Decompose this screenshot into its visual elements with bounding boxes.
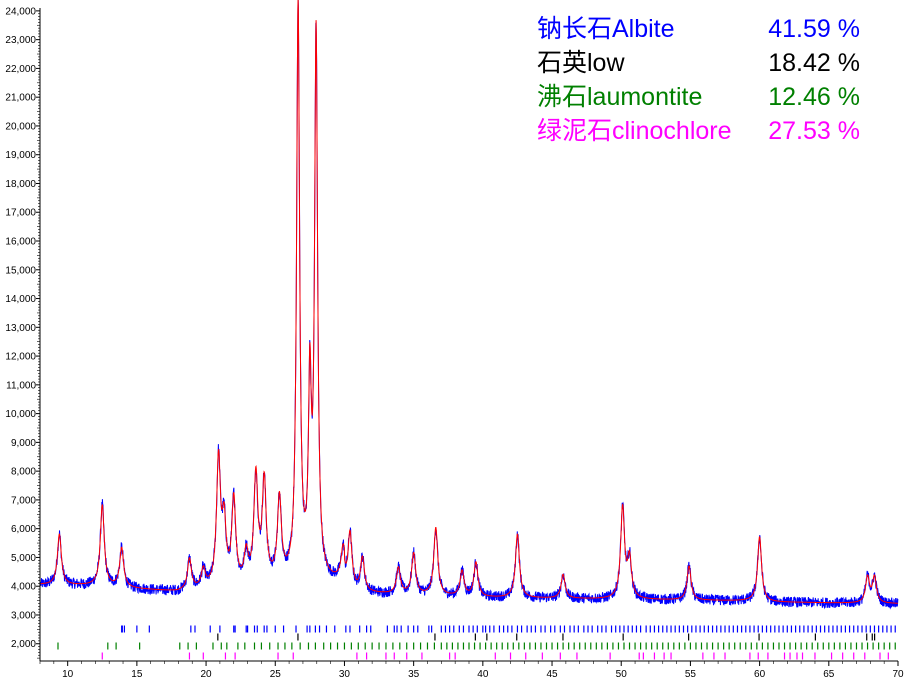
x-tick-label: 50 — [616, 669, 628, 680]
x-tick-label: 15 — [131, 669, 143, 680]
legend-phase-name: 石英low — [537, 49, 625, 77]
y-tick-label: 2,000 — [11, 639, 36, 650]
y-tick-label: 3,000 — [11, 610, 36, 621]
legend-phase-name: 钠长石Albite — [537, 15, 675, 43]
markers-quartz-low — [217, 633, 876, 641]
legend-phase-name: 绿泥石clinochlore — [537, 117, 732, 145]
legend: 钠长石Albite 41.59 % 石英low 18.42 % 沸石laumontite… — [537, 15, 860, 145]
y-tick-label: 24,000 — [5, 6, 36, 17]
y-tick-label: 20,000 — [5, 121, 36, 132]
y-tick-label: 14,000 — [5, 294, 36, 305]
y-tick-label: 18,000 — [5, 179, 36, 190]
y-tick-label: 6,000 — [11, 524, 36, 535]
calculated-pattern-line — [40, 0, 898, 604]
legend-phase-name: 沸石laumontite — [537, 83, 702, 111]
legend-phase-percent: 41.59 % — [768, 15, 860, 43]
observed-pattern-line — [40, 0, 899, 610]
y-tick-label: 19,000 — [5, 150, 36, 161]
x-tick-label: 45 — [546, 669, 558, 680]
y-tick-label: 16,000 — [5, 237, 36, 248]
y-tick-label: 7,000 — [11, 495, 36, 506]
markers-clinochlore — [101, 652, 889, 660]
y-tick-label: 17,000 — [5, 208, 36, 219]
x-tick-label: 10 — [62, 669, 74, 680]
y-tick-label: 22,000 — [5, 64, 36, 75]
x-tick-label: 60 — [754, 669, 766, 680]
y-tick-label: 13,000 — [5, 323, 36, 334]
y-tick-label: 21,000 — [5, 93, 36, 104]
markers-albite — [121, 625, 896, 633]
x-tick-label: 40 — [477, 669, 489, 680]
x-tick-label: 20 — [201, 669, 213, 680]
series-group — [40, 0, 899, 610]
markers-laumontite — [57, 642, 896, 650]
legend-phase-percent: 27.53 % — [768, 117, 860, 145]
reflection-markers — [57, 625, 896, 660]
y-tick-label: 11,000 — [6, 380, 36, 391]
y-tick-label: 10,000 — [5, 409, 36, 420]
x-tick-label: 70 — [892, 669, 904, 680]
x-tick-label: 35 — [408, 669, 420, 680]
y-tick-label: 8,000 — [11, 467, 36, 478]
y-tick-label: 23,000 — [5, 35, 36, 46]
legend-phase-percent: 18.42 % — [768, 49, 860, 77]
y-tick-label: 4,000 — [11, 582, 36, 593]
x-tick-label: 30 — [339, 669, 351, 680]
x-tick-label: 25 — [270, 669, 282, 680]
y-tick-label: 5,000 — [11, 553, 36, 564]
y-tick-label: 15,000 — [5, 265, 36, 276]
legend-phase-percent: 12.46 % — [768, 83, 860, 111]
x-tick-label: 55 — [685, 669, 697, 680]
axes: 2,000 3,000 4,000 5,000 6,000 7,000 8,000 9,000… — [5, 6, 904, 680]
x-tick-label: 65 — [823, 669, 835, 680]
y-tick-label: 9,000 — [11, 438, 36, 449]
y-tick-label: 12,000 — [5, 352, 36, 363]
